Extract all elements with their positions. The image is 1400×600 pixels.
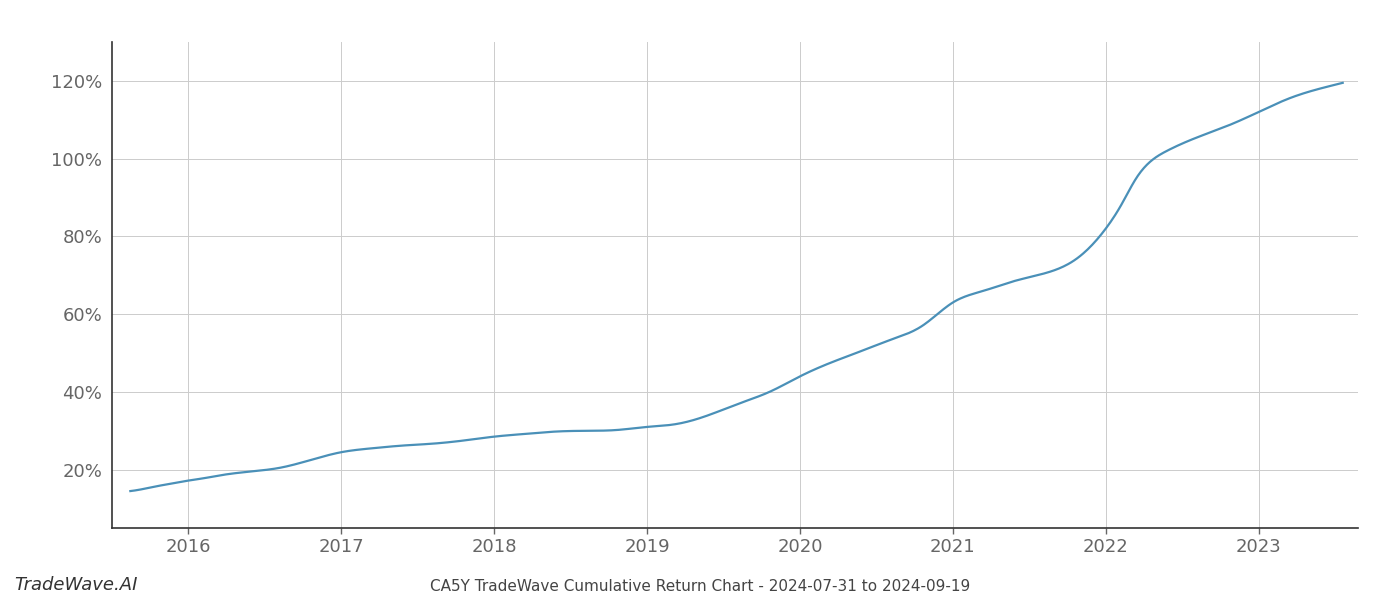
Text: CA5Y TradeWave Cumulative Return Chart - 2024-07-31 to 2024-09-19: CA5Y TradeWave Cumulative Return Chart -… bbox=[430, 579, 970, 594]
Text: TradeWave.AI: TradeWave.AI bbox=[14, 576, 137, 594]
